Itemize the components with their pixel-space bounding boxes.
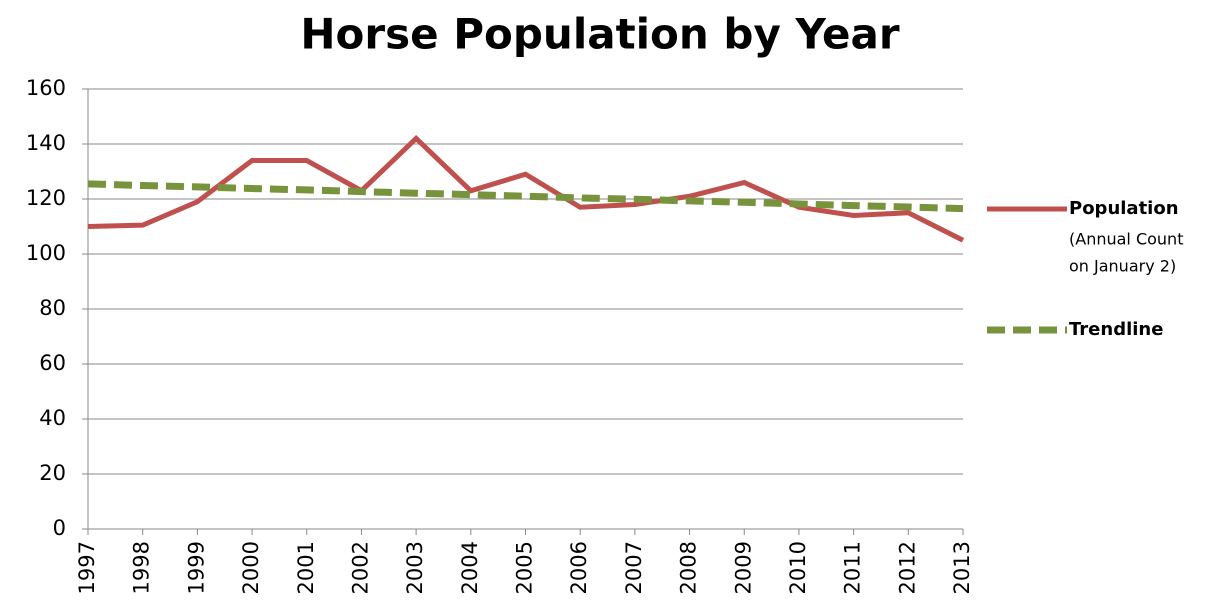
y-tick-label: 100 [26,241,66,265]
y-tick-label: 0 [53,516,66,540]
x-tick-label: 2013 [950,541,974,594]
x-tick-label: 2009 [731,541,755,594]
y-tick-label: 20 [39,461,66,485]
x-tick-label: 2002 [348,541,372,594]
x-tick-label: 2005 [513,541,537,594]
x-tick-label: 2010 [786,541,810,594]
line-series [87,135,965,243]
x-tick-label: 2000 [239,541,263,594]
legend-label: Population [1069,198,1179,219]
x-tick-label: 1997 [75,541,99,594]
x-tick-label: 2007 [622,541,646,594]
y-tick-label: 140 [26,131,66,155]
x-tick-label: 2003 [403,541,427,594]
x-tick-label: 2008 [677,541,701,594]
legend-note: on January 2) [1069,257,1176,276]
x-tick-label: 2011 [841,541,865,594]
x-tick-label: 1998 [130,541,154,594]
x-tick-label: 2001 [294,541,318,594]
line-series [87,180,964,213]
y-tick-label: 40 [39,406,66,430]
y-tick-label: 80 [39,296,66,320]
chart-title: Horse Population by Year [300,10,899,59]
x-tick-label: 2012 [895,541,919,594]
legend-note: (Annual Count [1069,230,1183,249]
y-tick-label: 120 [26,186,66,210]
y-tick-label: 60 [39,351,66,375]
legend-label: Trendline [1069,319,1163,340]
x-tick-label: 2004 [458,541,482,594]
y-tick-label: 160 [26,76,66,100]
x-tick-label: 1999 [184,541,208,594]
x-tick-label: 2006 [567,541,591,594]
